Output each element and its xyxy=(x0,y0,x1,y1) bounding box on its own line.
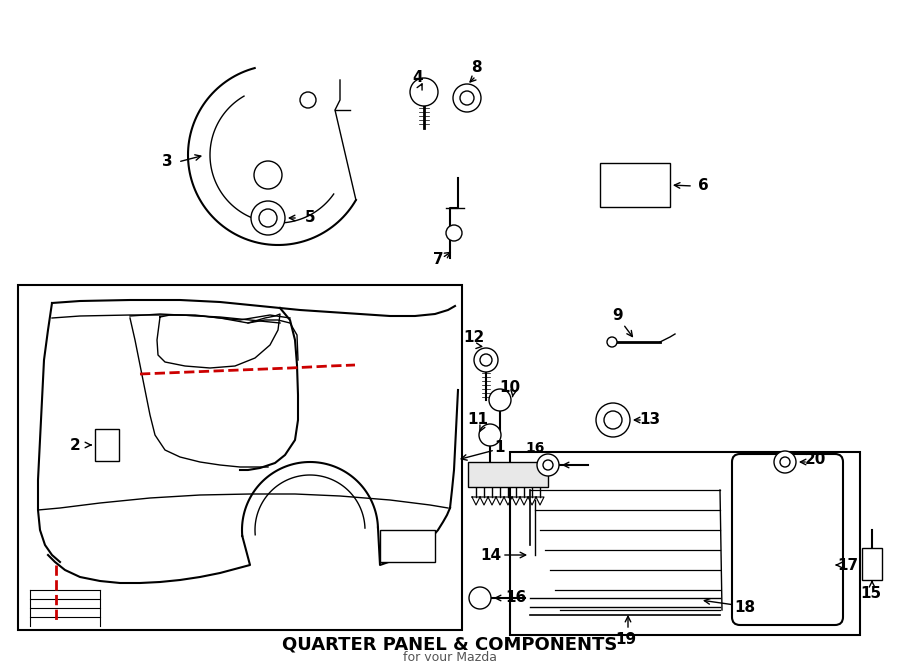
Bar xyxy=(468,462,548,487)
Text: 20: 20 xyxy=(805,451,825,467)
Bar xyxy=(18,285,462,630)
Circle shape xyxy=(474,348,498,372)
Text: for your Mazda: for your Mazda xyxy=(403,652,497,661)
Text: 10: 10 xyxy=(500,379,520,395)
Text: 13: 13 xyxy=(639,412,661,428)
Text: 1: 1 xyxy=(495,440,505,455)
Text: 8: 8 xyxy=(471,61,482,75)
Text: 3: 3 xyxy=(162,155,172,169)
Circle shape xyxy=(453,84,481,112)
Circle shape xyxy=(489,389,511,411)
Text: 11: 11 xyxy=(467,412,489,428)
Text: 6: 6 xyxy=(698,178,708,194)
Bar xyxy=(95,429,119,461)
Text: 7: 7 xyxy=(433,253,444,268)
Text: 19: 19 xyxy=(616,633,636,648)
Text: 5: 5 xyxy=(305,210,315,225)
Text: 18: 18 xyxy=(734,600,756,615)
Circle shape xyxy=(537,454,559,476)
Text: 4: 4 xyxy=(413,71,423,85)
Text: QUARTER PANEL & COMPONENTS: QUARTER PANEL & COMPONENTS xyxy=(283,636,617,654)
Circle shape xyxy=(469,587,491,609)
Text: 15: 15 xyxy=(860,586,882,600)
Bar xyxy=(510,452,860,635)
Circle shape xyxy=(251,201,285,235)
Circle shape xyxy=(479,424,501,446)
Text: 16: 16 xyxy=(526,441,544,455)
Text: 14: 14 xyxy=(481,547,501,563)
Text: 2: 2 xyxy=(69,438,80,453)
Bar xyxy=(380,530,435,562)
Text: 9: 9 xyxy=(613,307,624,323)
Circle shape xyxy=(254,161,282,189)
Circle shape xyxy=(596,403,630,437)
Bar xyxy=(600,163,670,207)
Circle shape xyxy=(446,225,462,241)
Bar xyxy=(862,548,882,580)
Text: 12: 12 xyxy=(464,330,484,346)
FancyBboxPatch shape xyxy=(732,454,843,625)
Text: 17: 17 xyxy=(837,557,859,572)
Circle shape xyxy=(774,451,796,473)
Circle shape xyxy=(607,337,617,347)
Circle shape xyxy=(300,92,316,108)
Circle shape xyxy=(410,78,438,106)
Text: 16: 16 xyxy=(506,590,526,605)
